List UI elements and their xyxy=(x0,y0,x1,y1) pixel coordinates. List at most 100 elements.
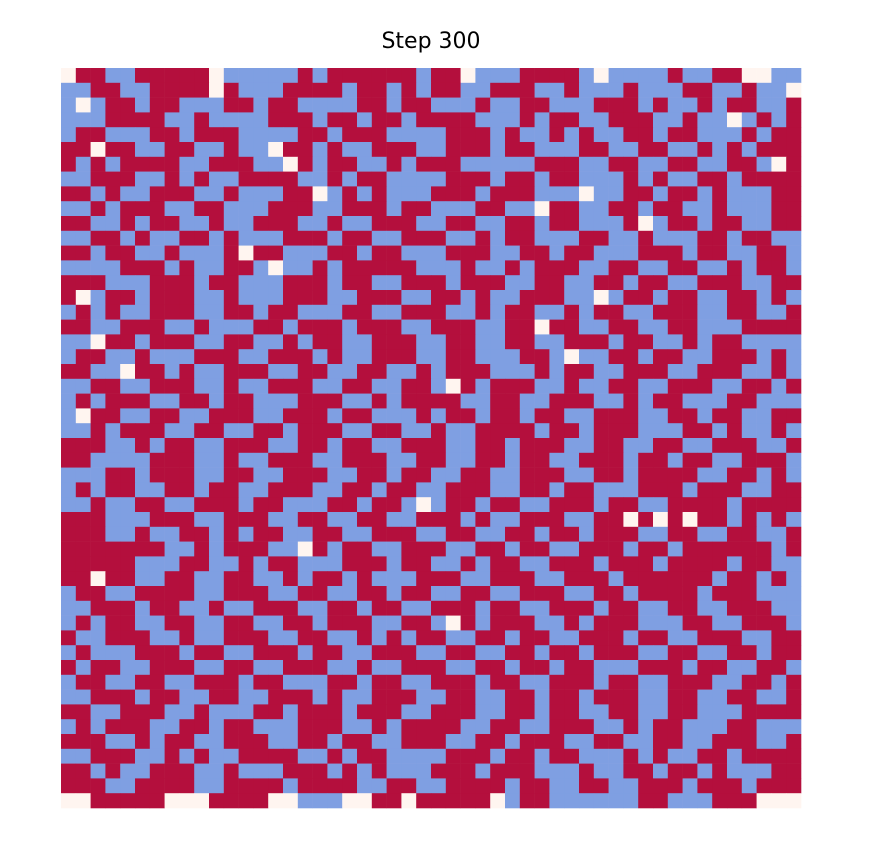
cell xyxy=(312,112,328,128)
cell xyxy=(460,97,476,113)
cell xyxy=(431,349,447,365)
cell xyxy=(312,630,328,646)
cell xyxy=(327,408,343,424)
cell xyxy=(653,112,669,128)
cell xyxy=(327,778,343,794)
cell xyxy=(268,571,284,587)
cell xyxy=(238,304,254,320)
cell xyxy=(357,600,373,616)
cell xyxy=(771,719,787,735)
cell xyxy=(297,793,313,809)
cell xyxy=(268,349,284,365)
cell xyxy=(283,645,299,661)
cell xyxy=(401,630,417,646)
cell xyxy=(149,319,165,335)
cell xyxy=(460,127,476,143)
cell xyxy=(179,275,195,291)
cell xyxy=(519,467,535,483)
cell xyxy=(579,112,595,128)
cell xyxy=(771,467,787,483)
cell xyxy=(223,68,239,84)
cell xyxy=(475,452,491,468)
cell xyxy=(608,349,624,365)
cell xyxy=(327,719,343,735)
cell xyxy=(682,689,698,705)
cell xyxy=(638,778,654,794)
cell xyxy=(490,734,506,750)
cell xyxy=(105,201,121,217)
cell xyxy=(179,393,195,409)
cell xyxy=(416,216,432,232)
cell xyxy=(549,186,565,202)
cell xyxy=(712,334,728,350)
cell xyxy=(771,364,787,380)
cell xyxy=(149,378,165,394)
cell xyxy=(519,793,535,809)
cell xyxy=(371,408,387,424)
cell xyxy=(164,142,180,158)
cell xyxy=(667,408,683,424)
cell xyxy=(386,689,402,705)
cell xyxy=(342,245,358,261)
cell xyxy=(342,216,358,232)
cell xyxy=(534,349,550,365)
cell xyxy=(549,408,565,424)
cell xyxy=(253,600,269,616)
cell xyxy=(90,438,106,454)
cell xyxy=(460,304,476,320)
cell xyxy=(608,674,624,690)
cell xyxy=(238,571,254,587)
cell xyxy=(505,304,521,320)
cell xyxy=(386,482,402,498)
cell xyxy=(534,290,550,306)
cell xyxy=(164,82,180,98)
cell xyxy=(268,201,284,217)
cell xyxy=(771,142,787,158)
cell xyxy=(519,82,535,98)
cell xyxy=(579,600,595,616)
cell xyxy=(771,349,787,365)
cell xyxy=(386,704,402,720)
cell xyxy=(608,82,624,98)
cell xyxy=(549,260,565,276)
cell xyxy=(445,393,461,409)
cell xyxy=(283,290,299,306)
cell xyxy=(386,68,402,84)
cell xyxy=(223,778,239,794)
cell xyxy=(786,660,802,676)
cell xyxy=(223,275,239,291)
cell xyxy=(475,615,491,631)
cell xyxy=(490,186,506,202)
cell xyxy=(120,319,136,335)
cell xyxy=(194,482,210,498)
cell xyxy=(327,571,343,587)
cell xyxy=(475,512,491,528)
cell xyxy=(342,660,358,676)
cell xyxy=(505,586,521,602)
cell xyxy=(460,245,476,261)
cell xyxy=(371,571,387,587)
cell xyxy=(786,748,802,764)
cell xyxy=(105,467,121,483)
cell xyxy=(623,275,639,291)
cell xyxy=(416,586,432,602)
cell xyxy=(727,334,743,350)
cell xyxy=(534,112,550,128)
cell xyxy=(179,112,195,128)
cell xyxy=(608,393,624,409)
cell xyxy=(253,571,269,587)
cell xyxy=(135,201,151,217)
cell xyxy=(194,571,210,587)
cell xyxy=(297,349,313,365)
cell xyxy=(653,230,669,246)
cell xyxy=(386,467,402,483)
cell xyxy=(727,571,743,587)
cell xyxy=(416,304,432,320)
cell xyxy=(386,512,402,528)
cell xyxy=(697,748,713,764)
cell xyxy=(149,467,165,483)
cell xyxy=(120,467,136,483)
cell xyxy=(357,452,373,468)
cell xyxy=(268,186,284,202)
cell xyxy=(297,364,313,380)
